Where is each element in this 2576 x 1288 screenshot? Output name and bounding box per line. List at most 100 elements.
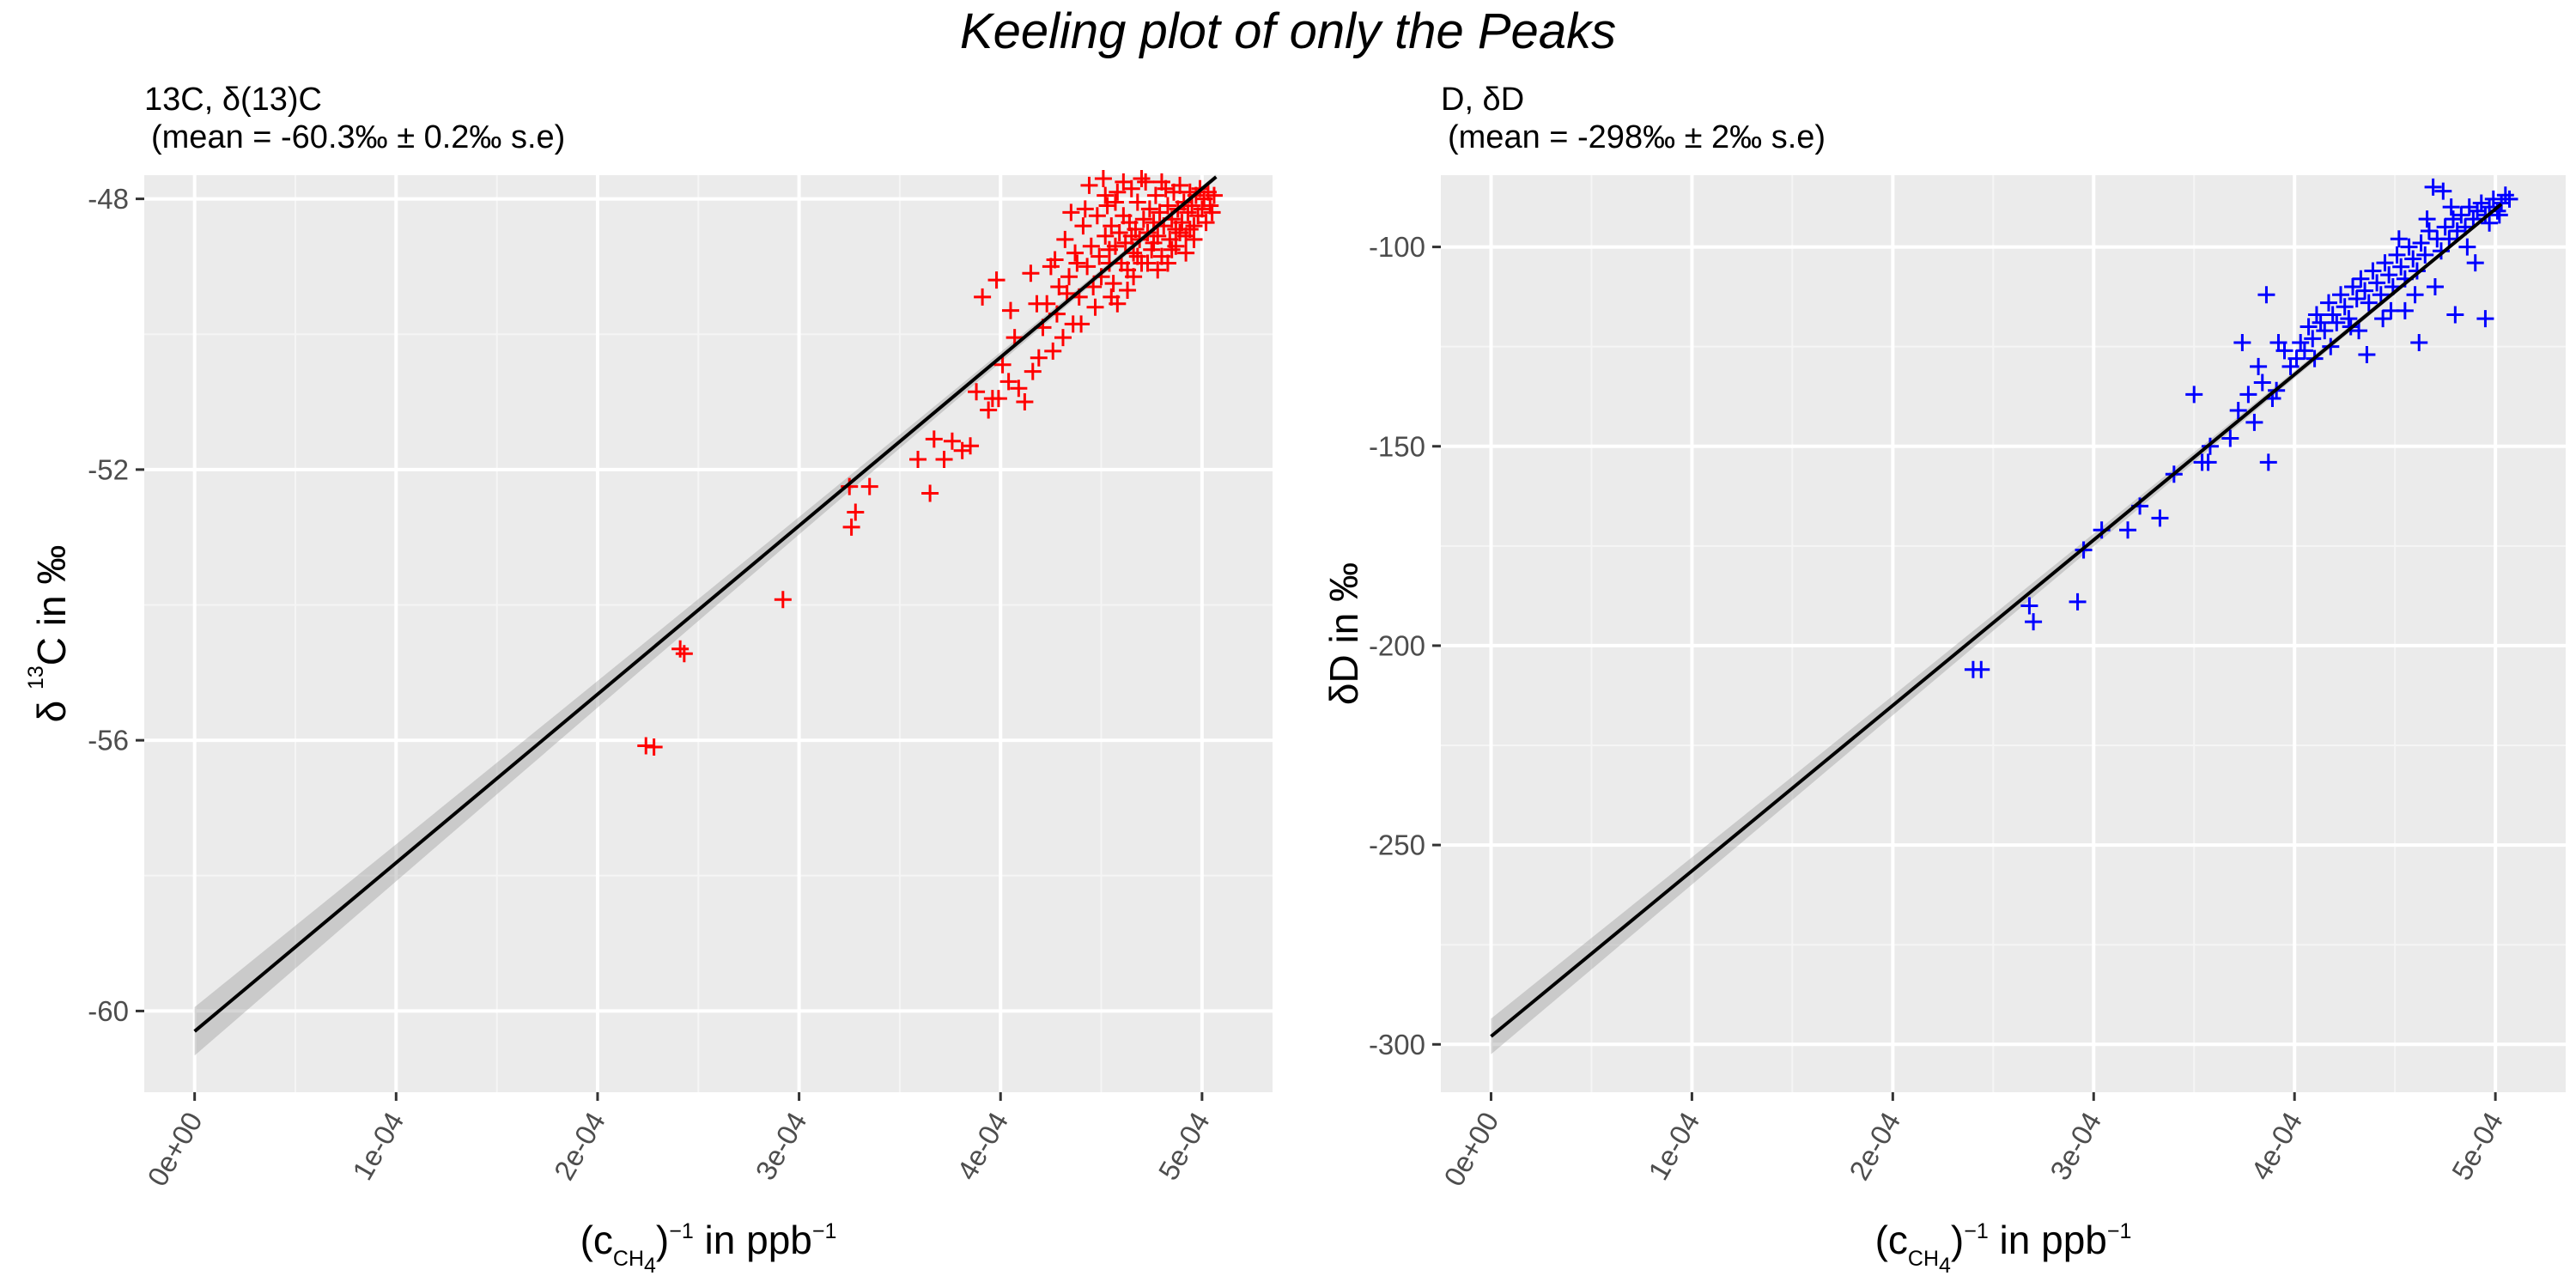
x-axis-label: (cCH4)−1 in ppb−1	[1875, 1218, 2132, 1278]
data-point	[1100, 240, 1118, 258]
data-point	[1133, 169, 1151, 187]
data-point	[2275, 342, 2293, 360]
data-point	[1122, 227, 1140, 245]
data-point	[2253, 374, 2271, 392]
data-point	[2490, 206, 2508, 224]
data-point	[1046, 251, 1064, 269]
data-point	[2336, 298, 2354, 316]
data-point	[2476, 310, 2494, 328]
data-point	[1115, 173, 1133, 191]
data-point	[1109, 183, 1127, 201]
data-point	[1016, 393, 1034, 411]
data-point	[2020, 597, 2038, 615]
data-point	[2332, 286, 2349, 304]
data-point	[2307, 306, 2325, 324]
y-tick-label: -200	[1369, 629, 1425, 661]
data-point	[2374, 310, 2392, 328]
data-point	[1028, 295, 1046, 313]
confidence-band	[194, 173, 1217, 1056]
data-point	[943, 432, 961, 450]
data-point	[2245, 413, 2263, 431]
data-point	[2350, 322, 2368, 340]
data-point	[2185, 386, 2203, 404]
y-axis-label: δ 13C in ‰	[24, 545, 74, 723]
data-point	[1074, 217, 1092, 235]
y-tick-label: -60	[88, 995, 129, 1027]
panel-13c: 13C, δ(13)C(mean = -60.3‰ ± 0.2‰ s.e) 0e+…	[24, 82, 1273, 1278]
data-point	[1076, 200, 1094, 218]
data-point	[2484, 190, 2502, 208]
data-point	[1152, 173, 1170, 191]
data-point	[2344, 278, 2362, 296]
data-point	[1104, 275, 1122, 293]
data-point	[1197, 214, 1215, 232]
data-point	[774, 591, 792, 609]
data-point	[1066, 244, 1084, 262]
data-point	[2360, 294, 2378, 312]
data-point	[2410, 334, 2428, 352]
data-point	[2420, 222, 2438, 240]
y-tick-label: -52	[88, 453, 129, 485]
data-point	[1158, 254, 1176, 272]
data-point	[2324, 306, 2342, 324]
data-point	[1062, 204, 1080, 222]
data-point	[2445, 210, 2462, 228]
panel-subtitle: (mean = -298‰ ± 2‰ s.e)	[1448, 119, 1826, 155]
data-point	[2069, 592, 2087, 611]
data-point	[1050, 278, 1068, 296]
data-point	[1139, 254, 1157, 272]
data-point	[2340, 310, 2358, 328]
data-point	[1072, 315, 1091, 333]
data-point	[2259, 453, 2277, 471]
data-point	[2388, 246, 2406, 264]
data-point	[2446, 306, 2464, 324]
data-point	[2295, 342, 2313, 360]
data-point	[2424, 178, 2442, 196]
data-points	[1964, 178, 2518, 678]
data-point	[2199, 453, 2217, 471]
plot-background	[144, 175, 1273, 1092]
data-point	[1010, 380, 1028, 398]
data-point	[2392, 258, 2410, 276]
data-point	[2458, 238, 2476, 256]
data-point	[1001, 301, 1019, 319]
confidence-band	[1491, 202, 2502, 1054]
data-point	[675, 645, 693, 663]
data-point	[2472, 194, 2490, 212]
data-point	[1024, 362, 1042, 380]
data-point	[1137, 173, 1155, 191]
data-point	[2372, 286, 2390, 304]
x-tick-label: 4e-04	[951, 1107, 1014, 1186]
x-tick-label: 1e-04	[346, 1107, 410, 1186]
data-point	[2469, 202, 2487, 220]
data-point	[2390, 230, 2408, 248]
x-tick-label: 3e-04	[2044, 1107, 2107, 1186]
data-point	[860, 477, 878, 495]
data-point	[999, 373, 1018, 391]
data-point	[2151, 509, 2169, 527]
data-point	[993, 355, 1012, 374]
data-point	[1134, 210, 1152, 228]
data-point	[2358, 345, 2376, 363]
data-point	[2328, 313, 2346, 331]
y-tick-label: -100	[1369, 231, 1425, 263]
data-point	[1185, 230, 1203, 248]
data-point	[1128, 247, 1146, 265]
x-axis-label: (cCH4)−1 in ppb−1	[580, 1218, 837, 1278]
data-point	[1146, 186, 1164, 204]
x-tick-label: 2e-04	[1843, 1107, 1906, 1186]
data-point	[1044, 342, 1062, 360]
data-point	[2496, 186, 2514, 204]
data-point	[842, 518, 860, 536]
x-tick-label: 5e-04	[1152, 1107, 1216, 1186]
data-point	[909, 451, 927, 469]
data-point	[2352, 270, 2370, 288]
data-point	[2300, 318, 2318, 336]
data-point	[2239, 386, 2257, 404]
data-point	[1060, 268, 1078, 286]
data-point	[962, 437, 980, 455]
data-point	[1167, 237, 1185, 255]
data-point	[2229, 401, 2247, 419]
data-point	[935, 451, 953, 469]
data-point	[1140, 200, 1158, 218]
